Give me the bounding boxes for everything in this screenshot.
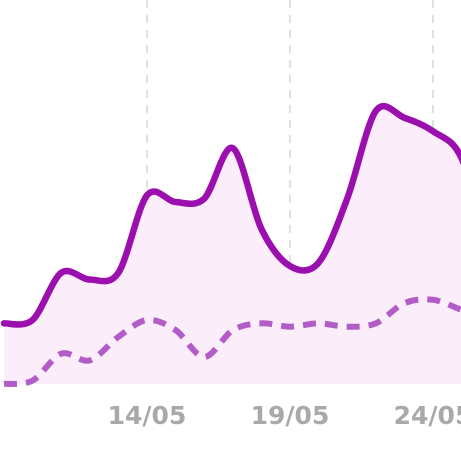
series-1-point-19-05 (287, 263, 293, 269)
series-1-point-17-05 (230, 145, 236, 151)
series-2-point-19-05 (287, 324, 293, 330)
series-1-point-13-05 (115, 270, 121, 276)
series-1-point-12-05 (87, 277, 93, 283)
series-1-point-16-05 (201, 196, 207, 202)
series-2-point-20-05 (316, 320, 322, 326)
series-2-line (3, 296, 461, 387)
series-1-point-10-05 (30, 317, 36, 323)
x-axis-tick-labels: 14/05 19/05 24/05 (108, 401, 461, 430)
series-lines (0, 102, 461, 387)
series-2-point-14-05 (144, 317, 150, 323)
series-1-area (4, 106, 461, 384)
series-2-point-15-05 (173, 327, 179, 333)
series-2-point-11-05 (58, 351, 64, 357)
series-2-point-24-05 (430, 297, 436, 303)
gridlines (146, 0, 434, 388)
series-2-point-16-05 (201, 354, 207, 360)
series-1-point-23-05 (401, 115, 407, 121)
series-2-point-22-05 (373, 320, 379, 326)
series-1-point-21-05 (344, 196, 350, 202)
series-1-line (0, 102, 461, 328)
series-1-point-14-05 (144, 192, 150, 198)
series-2-point-18-05 (258, 320, 264, 326)
series-1-point-11-05 (58, 270, 64, 276)
x-tick-label: 24/05 (394, 401, 461, 430)
series-1-point-15-05 (173, 199, 179, 205)
series-1-point-24-05 (430, 128, 436, 134)
series-2-point-12-05 (87, 357, 93, 363)
series-2-point-09-05 (1, 381, 7, 387)
series-2-point-23-05 (401, 300, 407, 306)
series-2-point-13-05 (115, 334, 121, 340)
series-2-point-17-05 (230, 327, 236, 333)
series-2-point-21-05 (344, 324, 350, 330)
series-1-point-22-05 (373, 108, 379, 114)
series-1-point-18-05 (258, 226, 264, 232)
series-1-point-09-05 (1, 320, 7, 326)
x-tick-label: 14/05 (108, 401, 187, 430)
x-tick-label: 19/05 (251, 401, 330, 430)
series-1-point-20-05 (316, 260, 322, 266)
area-fills (4, 106, 461, 384)
series-2-point-10-05 (30, 378, 36, 384)
